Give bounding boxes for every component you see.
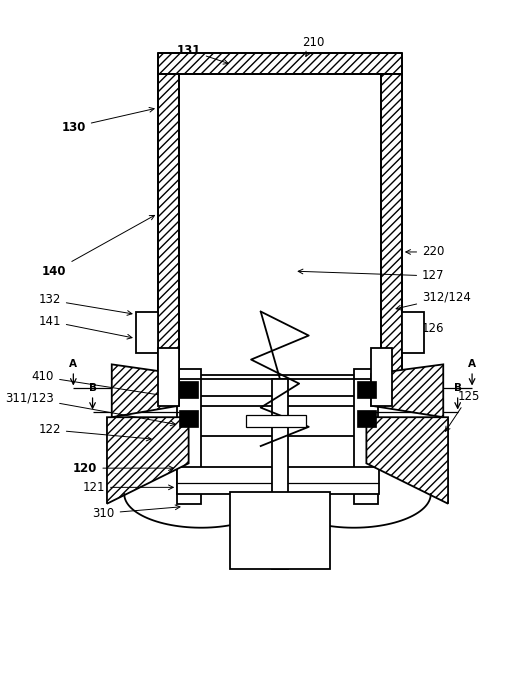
Text: 125: 125: [446, 389, 480, 431]
Bar: [357, 410, 376, 426]
Bar: [354, 369, 378, 504]
Bar: [112, 375, 444, 396]
Text: 140: 140: [42, 216, 154, 278]
Bar: [179, 406, 367, 436]
Text: 410: 410: [32, 371, 175, 399]
Text: B: B: [88, 383, 97, 393]
Bar: [246, 415, 306, 426]
Bar: [402, 311, 424, 353]
Text: 120: 120: [73, 461, 173, 475]
Polygon shape: [112, 364, 179, 417]
Bar: [177, 369, 201, 504]
Bar: [158, 53, 402, 74]
Text: 311/123: 311/123: [5, 392, 175, 426]
Bar: [357, 380, 376, 398]
Bar: [136, 311, 158, 353]
Bar: [230, 492, 330, 569]
Text: 130: 130: [62, 107, 154, 133]
Text: 126: 126: [403, 322, 445, 350]
Text: 141: 141: [38, 315, 132, 339]
Text: 150: 150: [254, 498, 277, 542]
Polygon shape: [367, 417, 448, 504]
Bar: [158, 348, 179, 406]
Text: 122: 122: [38, 423, 151, 441]
Text: A: A: [70, 359, 77, 369]
Bar: [179, 380, 198, 398]
Text: 210: 210: [302, 36, 325, 57]
Bar: [179, 410, 198, 426]
Text: 132: 132: [39, 293, 132, 315]
Bar: [158, 74, 179, 379]
Bar: [272, 379, 288, 569]
Text: 310: 310: [93, 505, 180, 520]
Text: A: A: [468, 359, 476, 369]
Text: 127: 127: [298, 269, 445, 283]
Text: 121: 121: [83, 481, 173, 494]
Bar: [381, 74, 402, 379]
Polygon shape: [107, 417, 189, 504]
Polygon shape: [371, 364, 444, 417]
Text: 131: 131: [176, 44, 228, 64]
Bar: [177, 467, 379, 494]
Text: 220: 220: [406, 246, 445, 258]
Bar: [179, 74, 381, 379]
Bar: [371, 348, 392, 406]
Text: 312/124: 312/124: [396, 290, 471, 310]
Text: B: B: [453, 383, 462, 393]
